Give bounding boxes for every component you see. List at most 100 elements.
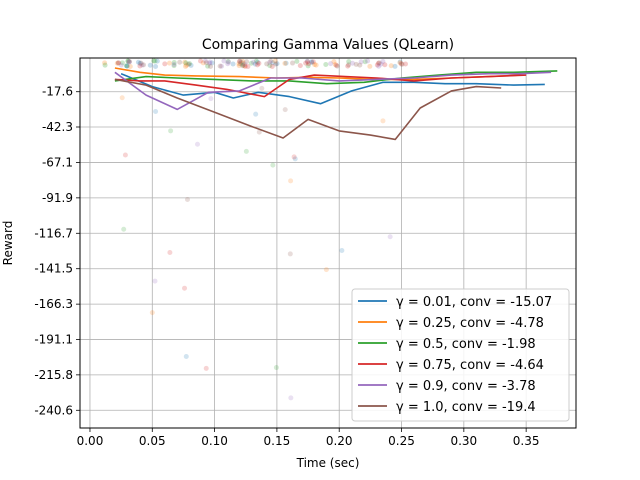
x-tick-label: 0.10 (201, 434, 228, 448)
episode-point (194, 141, 200, 147)
episode-point (203, 60, 209, 66)
episode-point (102, 62, 108, 68)
episode-point (353, 61, 359, 67)
episode-point (255, 59, 261, 65)
episode-point (147, 62, 153, 68)
episode-point (183, 63, 189, 69)
episode-point (252, 61, 258, 67)
episode-point (273, 365, 279, 371)
x-tick-label: 0.30 (450, 434, 477, 448)
line-layer (114, 67, 558, 141)
legend-label-5: γ = 1.0, conv = -19.4 (396, 400, 536, 415)
y-tick-label: -67.1 (42, 155, 73, 169)
y-tick-label: -240.6 (34, 403, 73, 417)
episode-point (183, 60, 189, 66)
episode-point (141, 62, 147, 68)
legend-label-3: γ = 0.75, conv = -4.64 (396, 358, 544, 373)
episode-point (304, 58, 310, 64)
episode-point (183, 354, 189, 360)
episode-point (219, 63, 225, 69)
episode-point (236, 63, 242, 69)
episode-point (242, 63, 248, 69)
episode-point (217, 63, 223, 69)
episode-point (380, 118, 386, 124)
episode-point (306, 61, 312, 67)
x-tick-label: 0.00 (77, 434, 104, 448)
episode-point (242, 61, 248, 67)
episode-point (374, 62, 380, 68)
x-tick-label: 0.15 (264, 434, 291, 448)
episode-point (375, 60, 381, 66)
chart-title: Comparing Gamma Values (QLearn) (202, 37, 454, 53)
episode-point (253, 111, 259, 117)
episode-point (256, 60, 262, 66)
episode-point (380, 58, 386, 64)
episode-point (171, 63, 177, 69)
episode-point (240, 60, 246, 66)
y-tick-label: -91.9 (42, 191, 73, 205)
episode-point (305, 63, 311, 69)
episode-point (283, 60, 289, 66)
legend-box (351, 288, 570, 422)
episode-point (312, 62, 318, 68)
legend-label-4: γ = 0.9, conv = -3.78 (396, 379, 536, 394)
episode-point (268, 58, 274, 64)
episode-point (154, 58, 160, 64)
episode-point (345, 63, 351, 69)
episode-point (282, 60, 288, 66)
x-tick-label: 0.35 (513, 434, 540, 448)
episode-point (323, 267, 329, 273)
episode-point (124, 63, 130, 69)
legend-items: γ = 0.01, conv = -15.07 γ = 0.25, conv = … (358, 295, 552, 415)
episode-point (236, 61, 242, 67)
episode-point (349, 60, 355, 66)
episode-point (184, 62, 190, 68)
episode-point (392, 63, 398, 69)
episode-point (237, 58, 243, 64)
episode-point (291, 154, 297, 160)
y-tick-label: -191.1 (34, 333, 73, 347)
x-axis-label: Time (sec) (296, 456, 360, 470)
episode-point (182, 285, 188, 291)
episode-point (149, 310, 155, 316)
episode-point (177, 59, 183, 65)
y-tick-label: -116.7 (34, 226, 73, 240)
episode-point (287, 251, 293, 257)
episode-point (274, 61, 280, 67)
episode-point (273, 61, 279, 67)
episode-point (152, 58, 158, 64)
episode-point (323, 62, 329, 68)
episode-point (346, 59, 352, 65)
episode-point (125, 58, 131, 64)
plot-frame (79, 57, 577, 429)
episode-point (137, 63, 143, 69)
episode-point (397, 60, 403, 66)
episode-point (399, 61, 405, 67)
episode-point (167, 250, 173, 256)
legend-label-1: γ = 0.25, conv = -4.78 (396, 316, 544, 331)
episode-point (152, 278, 158, 284)
episode-point (118, 62, 124, 68)
episode-point (238, 59, 244, 65)
episode-point (402, 61, 408, 67)
episode-point (115, 60, 121, 66)
episode-point (198, 58, 204, 64)
episode-point (270, 162, 276, 168)
episode-point (116, 60, 122, 66)
episode-point (269, 64, 275, 70)
episode-point (207, 60, 213, 66)
y-tick-label: -141.5 (34, 262, 73, 276)
episode-point (346, 62, 352, 68)
episode-point (187, 61, 193, 67)
episode-point (153, 63, 159, 69)
series-line-5 (114, 78, 502, 141)
series-line-2 (114, 70, 558, 85)
episode-point (245, 64, 251, 70)
episode-point (207, 63, 213, 69)
episode-point (292, 156, 298, 162)
episode-point (119, 60, 125, 66)
episode-point (309, 59, 315, 65)
episode-point (151, 58, 157, 64)
episode-point (397, 59, 403, 65)
